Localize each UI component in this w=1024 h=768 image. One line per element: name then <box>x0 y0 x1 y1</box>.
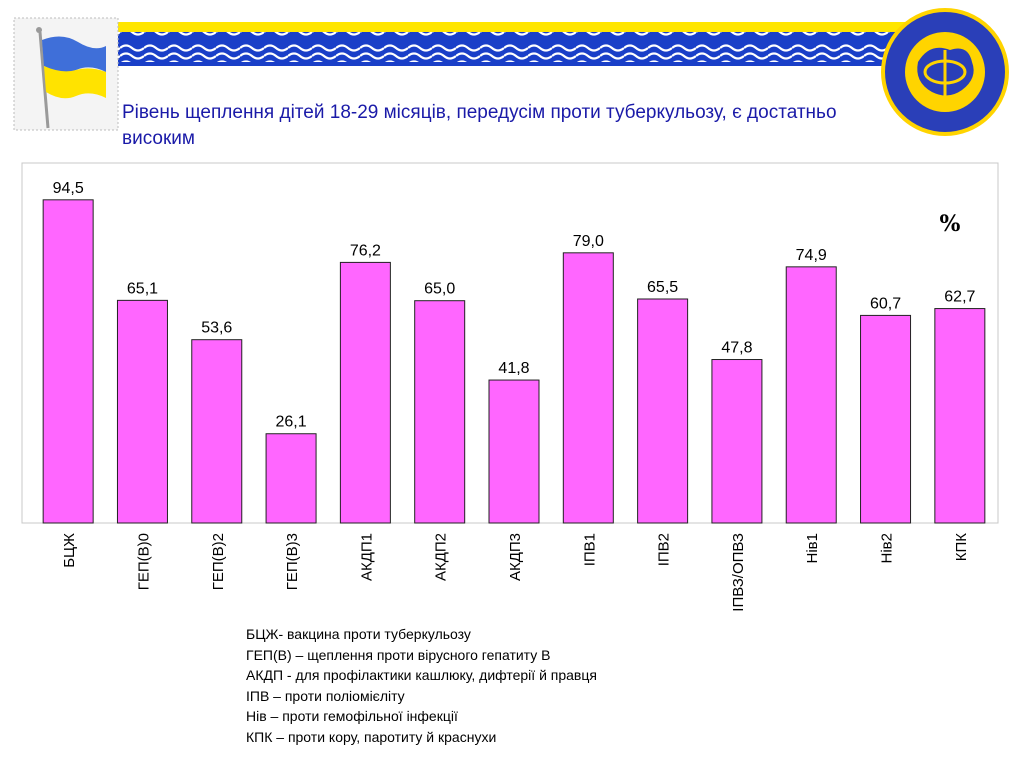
bar-4 <box>339 261 391 524</box>
legend-note: АКДП - для профілактики кашлюку, дифтері… <box>246 667 597 683</box>
bar-0 <box>42 199 94 524</box>
data-label-12: 62,7 <box>944 289 975 306</box>
ukrainian-flag-icon <box>13 17 119 131</box>
data-label-10: 74,9 <box>796 247 827 264</box>
bar-2 <box>191 339 243 524</box>
wave-banner <box>118 22 918 66</box>
x-tick-label-8: ІПВ2 <box>656 533 673 566</box>
legend-note: ГЕП(В) – щеплення проти вірусного гепати… <box>246 646 551 663</box>
slide-header <box>13 8 1009 136</box>
legend-note: КПК – проти кору, паротиту й краснухи <box>246 728 497 745</box>
x-tick-label-11: Нів2 <box>879 533 896 563</box>
data-label-3: 26,1 <box>276 414 307 431</box>
data-label-2: 53,6 <box>201 320 232 337</box>
bar-9 <box>711 359 763 524</box>
data-label-0: 94,5 <box>53 180 84 197</box>
x-tick-label-6: АКДП3 <box>507 533 524 581</box>
bar-12 <box>934 308 986 524</box>
x-tick-label-5: АКДП2 <box>433 533 450 581</box>
bar-3 <box>265 433 317 524</box>
x-tick-label-0: БЦЖ <box>61 533 78 568</box>
data-label-11: 60,7 <box>870 295 901 312</box>
x-tick-label-3: ГЕП(В)3 <box>284 533 301 590</box>
abbreviation-legend: БЦЖ- вакцина проти туберкульозу ГЕП(В) – … <box>246 624 806 747</box>
x-tick-label-9: ІПВЗ/ОПВЗ <box>730 533 747 612</box>
chart-title: Рівень щеплення дітей 18-29 місяців, пер… <box>122 102 837 149</box>
data-label-1: 65,1 <box>127 280 158 297</box>
x-tick-label-7: ІПВ1 <box>581 533 598 566</box>
bar-6 <box>488 379 540 524</box>
bar-8 <box>637 298 689 524</box>
legend-note: ІПВ – проти поліомієліту <box>246 687 405 704</box>
bar-5 <box>414 300 466 524</box>
bar-11 <box>860 314 912 524</box>
x-tick-label-4: АКДП1 <box>358 533 375 581</box>
x-tick-label-1: ГЕП(В)0 <box>135 533 152 590</box>
data-label-7: 79,0 <box>573 233 604 250</box>
x-tick-label-2: ГЕП(В)2 <box>210 533 227 590</box>
data-label-4: 76,2 <box>350 242 381 259</box>
unit-label: % <box>940 211 961 237</box>
legend-note: БЦЖ- вакцина проти туберкульозу <box>246 626 471 642</box>
institute-seal-icon <box>881 8 1009 136</box>
data-label-6: 41,8 <box>498 360 529 377</box>
data-label-8: 65,5 <box>647 279 678 296</box>
bar-10 <box>785 266 837 524</box>
data-label-9: 47,8 <box>721 340 752 357</box>
x-tick-label-10: Нів1 <box>804 533 821 563</box>
x-tick-label-12: КПК <box>953 533 970 562</box>
bar-1 <box>116 299 168 524</box>
bar-7 <box>562 252 614 524</box>
legend-note: Нів – проти гемофільної інфекції <box>246 708 458 724</box>
data-label-5: 65,0 <box>424 281 455 298</box>
